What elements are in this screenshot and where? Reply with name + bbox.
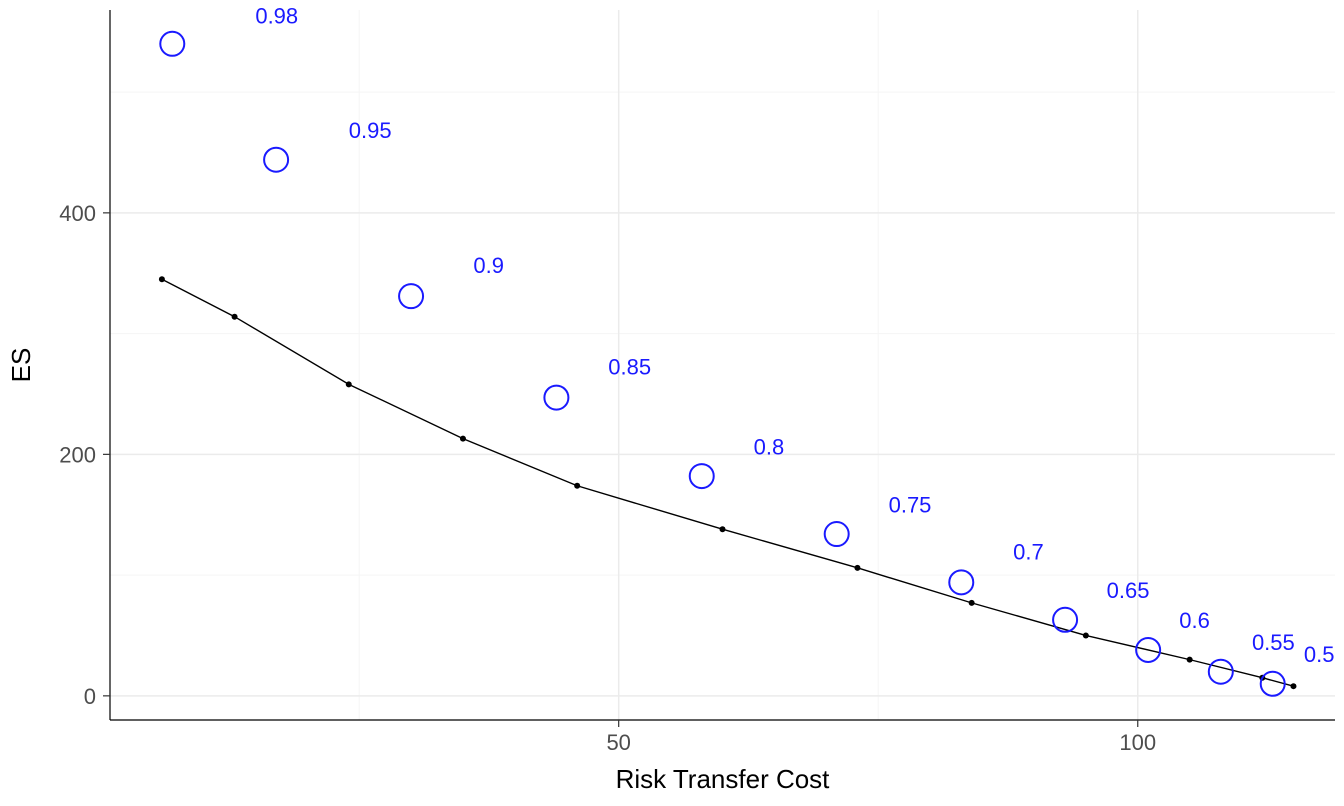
y-tick-label: 200	[59, 442, 96, 467]
open-series-label: 0.8	[754, 434, 785, 459]
line-series-marker	[574, 483, 580, 489]
x-axis-title: Risk Transfer Cost	[616, 764, 831, 794]
line-series-marker	[232, 314, 238, 320]
line-series-marker	[720, 526, 726, 532]
line-series-marker	[159, 276, 165, 282]
open-series-label: 0.85	[608, 355, 651, 380]
open-series-label: 0.65	[1107, 578, 1150, 603]
line-series-marker	[1187, 657, 1193, 663]
open-series-label: 0.98	[255, 3, 298, 28]
line-series-marker	[969, 600, 975, 606]
chart-svg: 0.98 0.95 0.9 0.85 0.8 0.75 0.7 0.65 0.6 0.55 0.5 5…	[0, 0, 1344, 806]
line-series-marker	[460, 436, 466, 442]
y-tick-label: 400	[59, 201, 96, 226]
open-series-label: 0.75	[889, 492, 932, 517]
line-series-marker	[346, 381, 352, 387]
open-series-label: 0.95	[349, 118, 392, 143]
y-axis-title: ES	[6, 348, 36, 383]
open-series-label: 0.7	[1013, 539, 1044, 564]
line-series-marker	[1290, 683, 1296, 689]
es-vs-risk-chart: 0.98 0.95 0.9 0.85 0.8 0.75 0.7 0.65 0.6 0.55 0.5 5…	[0, 0, 1344, 806]
open-series-label: 0.5	[1304, 642, 1335, 667]
open-series-label: 0.6	[1179, 608, 1210, 633]
open-series-label: 0.9	[473, 253, 504, 278]
plot-panel	[110, 10, 1335, 720]
x-tick-label: 100	[1119, 730, 1156, 755]
open-series-label: 0.55	[1252, 630, 1295, 655]
line-series-marker	[1083, 632, 1089, 638]
line-series-marker	[854, 565, 860, 571]
x-tick-label: 50	[606, 730, 630, 755]
y-tick-label: 0	[84, 684, 96, 709]
